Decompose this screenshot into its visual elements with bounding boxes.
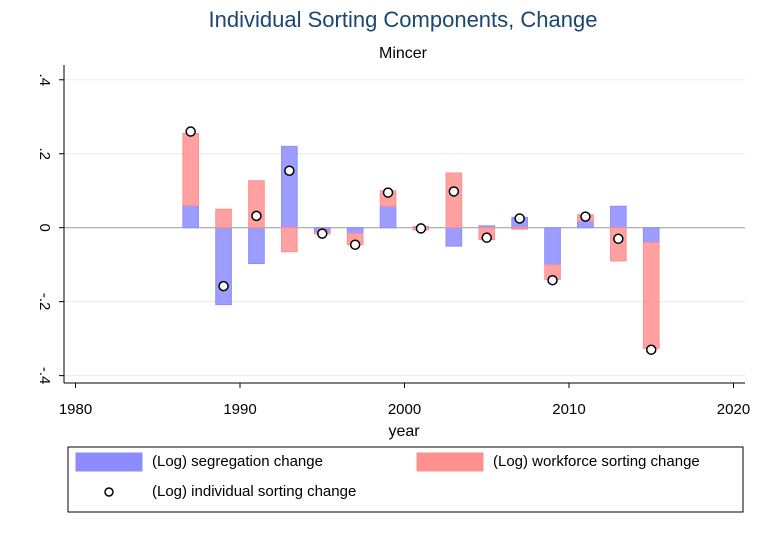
point	[415, 223, 427, 234]
bar	[642, 241, 660, 350]
bar	[215, 208, 232, 229]
point	[645, 344, 657, 355]
bar	[445, 172, 463, 229]
bar	[248, 227, 265, 265]
x-tick-label: 1980	[59, 401, 92, 418]
legend-swatch	[416, 452, 484, 472]
bar	[281, 227, 298, 253]
legend-label: (Log) workforce sorting change	[493, 453, 700, 470]
bar	[281, 145, 298, 229]
x-tick-label: 2000	[388, 401, 421, 418]
point	[349, 239, 361, 250]
chart-title: Individual Sorting Components, Change	[209, 7, 598, 32]
bar	[610, 205, 627, 229]
point	[317, 228, 328, 239]
point	[613, 233, 624, 245]
bar	[346, 227, 364, 234]
point	[251, 210, 262, 222]
bar	[577, 220, 594, 229]
x-tick-label: 1990	[223, 401, 256, 418]
y-tick-label: .2	[36, 147, 53, 160]
point	[481, 232, 492, 243]
x-axis-title: year	[388, 423, 420, 440]
x-tick-label: 2010	[552, 401, 585, 418]
bar	[182, 132, 199, 207]
bar	[642, 227, 660, 243]
point	[514, 213, 525, 224]
bar	[379, 205, 397, 229]
bar	[544, 227, 561, 266]
y-tick-label: -.2	[36, 293, 53, 311]
bar	[182, 205, 199, 229]
bar	[215, 227, 232, 306]
point	[547, 274, 558, 286]
y-tick-label: 0	[36, 224, 53, 232]
legend-label: (Log) individual sorting change	[152, 483, 356, 500]
x-tick-label: 2020	[717, 401, 750, 418]
legend	[67, 446, 744, 513]
point	[218, 280, 229, 292]
y-tick-label: .4	[36, 74, 53, 87]
bar	[445, 227, 463, 247]
chart-subtitle: Mincer	[379, 45, 428, 62]
point	[580, 211, 591, 222]
legend-swatch	[75, 452, 143, 472]
y-tick-label: -.4	[36, 367, 53, 385]
point	[185, 126, 196, 137]
bar	[610, 227, 627, 262]
legend-marker	[104, 487, 114, 497]
bar	[511, 227, 528, 230]
point	[448, 186, 460, 197]
point	[382, 187, 394, 198]
point	[284, 165, 295, 177]
legend-label: (Log) segregation change	[152, 453, 323, 470]
